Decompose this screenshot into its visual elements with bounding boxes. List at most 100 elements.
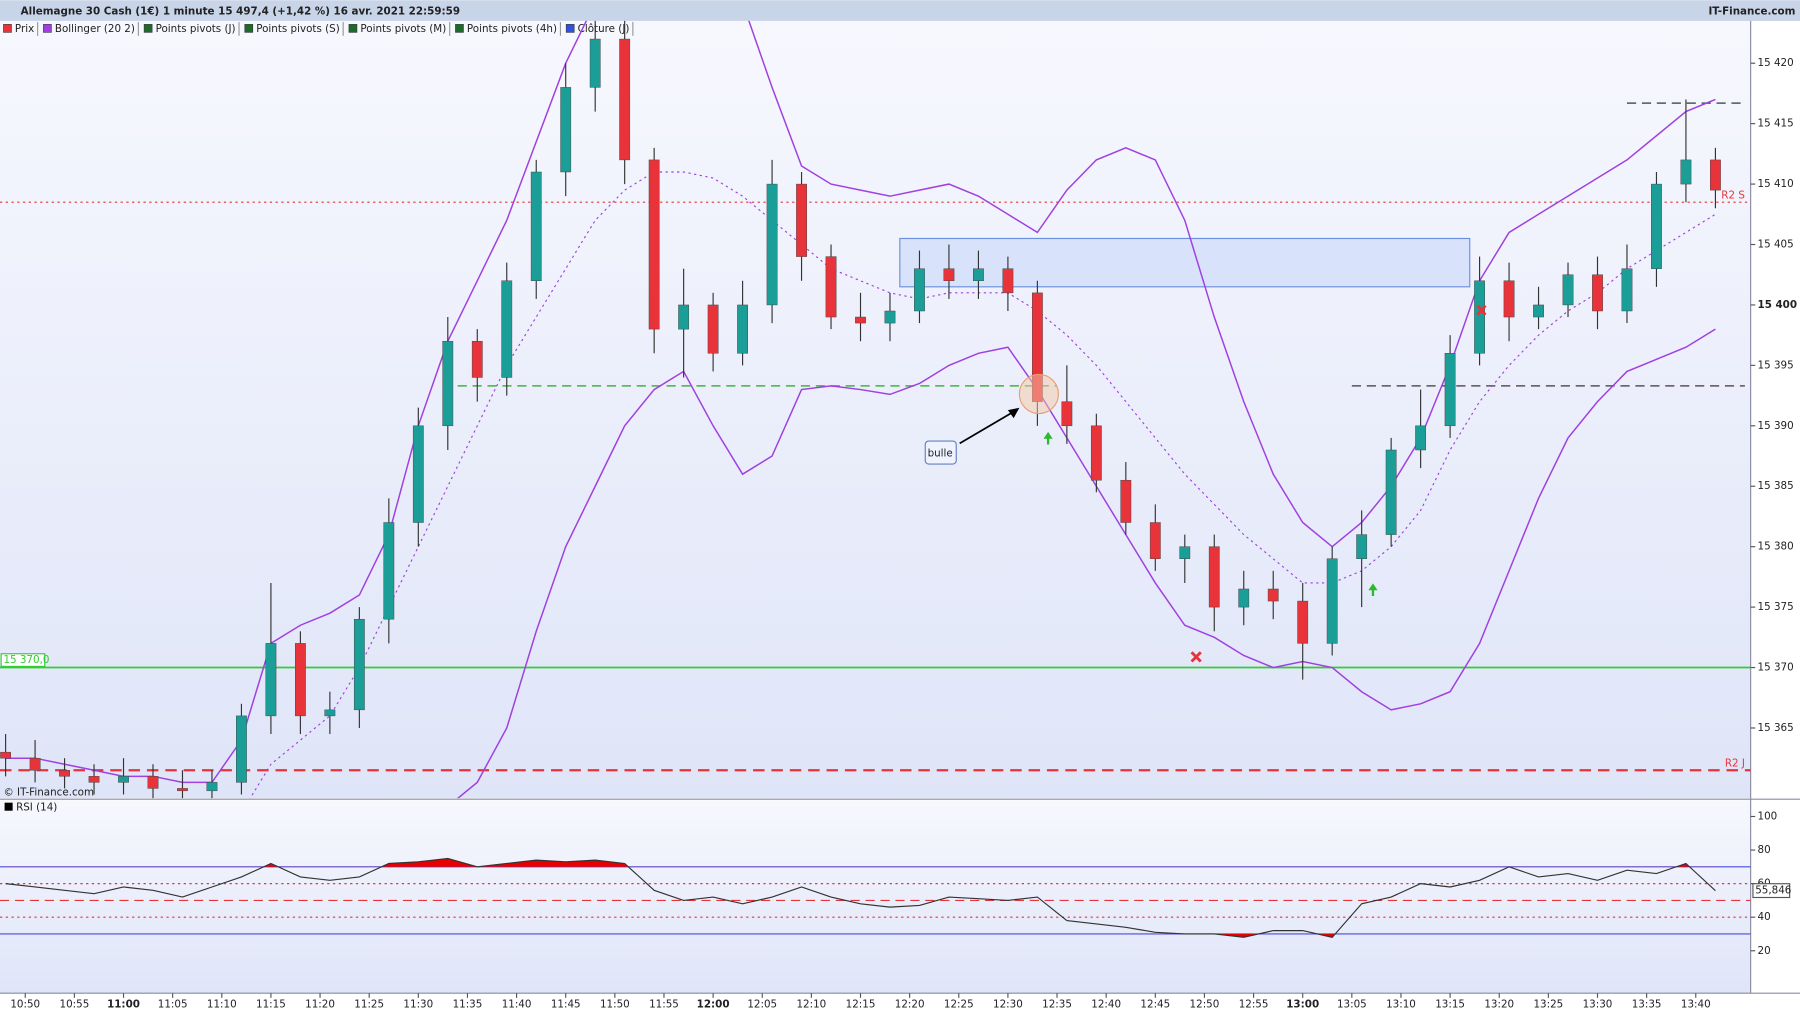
legend-entry: Bollinger (20 2) — [55, 23, 135, 35]
candle-body — [412, 425, 424, 523]
x-tick-label: 12:25 — [944, 999, 974, 1011]
x-tick-label: 11:50 — [600, 999, 630, 1011]
y-tick-label: 15 405 — [1758, 239, 1794, 251]
x-tick-label: 13:10 — [1386, 999, 1416, 1011]
rsi-overbought-fill — [263, 858, 1690, 867]
current-value-box — [1752, 883, 1791, 899]
x-tick-label: 12:35 — [1042, 999, 1072, 1011]
x-tick-label: 11:40 — [502, 999, 532, 1011]
bubble-highlight — [1018, 373, 1059, 415]
candle-body — [1120, 479, 1132, 523]
bollinger-upper — [5, 20, 1716, 784]
x-tick-label: 11:00 — [107, 999, 140, 1011]
candle-body — [796, 183, 807, 257]
x-tick-label: 11:05 — [158, 999, 188, 1011]
candle-body — [884, 310, 896, 324]
annotation-box — [924, 440, 957, 465]
y-tick-label: 20 — [1758, 945, 1771, 957]
candle-body — [1562, 274, 1574, 306]
candle-body — [265, 643, 277, 717]
legend-entry: Points pivots (4h) — [467, 23, 557, 35]
legend-entry: Points pivots (S) — [256, 23, 340, 35]
candle-body — [1061, 401, 1073, 427]
candle-body — [1621, 268, 1633, 312]
candle-body — [29, 757, 41, 771]
legend-swatch — [244, 24, 254, 33]
y-tick-label: 15 400 — [1758, 299, 1798, 311]
candle-body — [560, 87, 572, 173]
candle-body — [1002, 268, 1014, 294]
title-bar — [0, 0, 1800, 21]
x-tick-label: 12:15 — [846, 999, 876, 1011]
level-label: R2 S — [1721, 189, 1745, 201]
candle-body — [501, 280, 513, 378]
x-tick-label: 13:25 — [1533, 999, 1563, 1011]
x-tick-label: 11:55 — [649, 999, 679, 1011]
candle-body — [589, 38, 601, 88]
y-tick-label: 15 370 — [1758, 662, 1794, 674]
candle-body — [118, 776, 129, 783]
candle-body — [1474, 280, 1485, 354]
candle-body — [1533, 304, 1544, 318]
y-tick-label: 15 365 — [1758, 722, 1794, 734]
candle-body — [324, 709, 336, 717]
candle-body — [707, 304, 719, 354]
level-label: R2 J — [1725, 757, 1745, 769]
candle-body — [1208, 546, 1220, 608]
candle-body — [1444, 353, 1456, 427]
x-tick-label: 11:10 — [207, 999, 237, 1011]
annotation: bulle — [928, 448, 953, 460]
rsi-label: RSI (14) — [16, 801, 57, 813]
candle-body — [1651, 183, 1662, 269]
candle-body — [1238, 588, 1250, 608]
candle-body — [943, 268, 955, 282]
candle-body — [1592, 274, 1603, 312]
y-tick-label: 15 395 — [1758, 359, 1794, 371]
buy-signal — [1043, 431, 1053, 445]
x-tick-label: 10:50 — [10, 999, 40, 1011]
candle-body — [0, 751, 11, 759]
legend-swatch — [3, 24, 12, 33]
candle-body — [206, 782, 218, 792]
y-tick-label: 15 410 — [1758, 178, 1794, 190]
candle-body — [236, 715, 247, 783]
candle-body — [648, 159, 660, 330]
candle-body — [825, 256, 837, 318]
y-tick-label: 15 390 — [1758, 420, 1794, 432]
source: IT-Finance.com — [1708, 6, 1795, 18]
x-tick-label: 13:30 — [1583, 999, 1613, 1011]
rsi-line — [5, 857, 1716, 938]
candle-body — [678, 304, 690, 330]
candle-body — [147, 776, 159, 789]
candle-body — [88, 776, 100, 783]
legend-entry: Prix — [15, 23, 34, 35]
x-tick-label: 13:05 — [1337, 999, 1367, 1011]
arrow — [959, 411, 1013, 445]
x-tick-label: 11:20 — [305, 999, 335, 1011]
level-label: 15 370,0 — [3, 654, 49, 666]
x-tick-label: 11:35 — [453, 999, 483, 1011]
x-tick-label: 13:40 — [1681, 999, 1711, 1011]
x-tick-label: 13:00 — [1286, 999, 1319, 1011]
price-pane — [0, 20, 1751, 799]
x-tick-label: 12:45 — [1140, 999, 1170, 1011]
candle-body — [471, 340, 483, 378]
candle-body — [1267, 588, 1279, 602]
legend-entry: Points pivots (M) — [360, 23, 446, 35]
legend-swatch — [565, 24, 575, 33]
y-tick-label: 15 380 — [1758, 541, 1794, 553]
candle-body — [1503, 280, 1515, 318]
level-label-box — [0, 653, 46, 667]
x-tick-label: 11:15 — [256, 999, 286, 1011]
rsi-oversold-fill — [1214, 933, 1336, 938]
bollinger-middle — [249, 171, 1716, 799]
candle-body — [1326, 558, 1338, 644]
price-plot — [0, 20, 1751, 799]
y-tick-label: 80 — [1758, 844, 1771, 856]
x-tick-label: 10:55 — [60, 999, 90, 1011]
candle-body — [1710, 159, 1721, 191]
x-tick-label: 12:10 — [796, 999, 826, 1011]
x-tick-label: 12:40 — [1091, 999, 1121, 1011]
x-tick-label: 12:00 — [697, 999, 730, 1011]
